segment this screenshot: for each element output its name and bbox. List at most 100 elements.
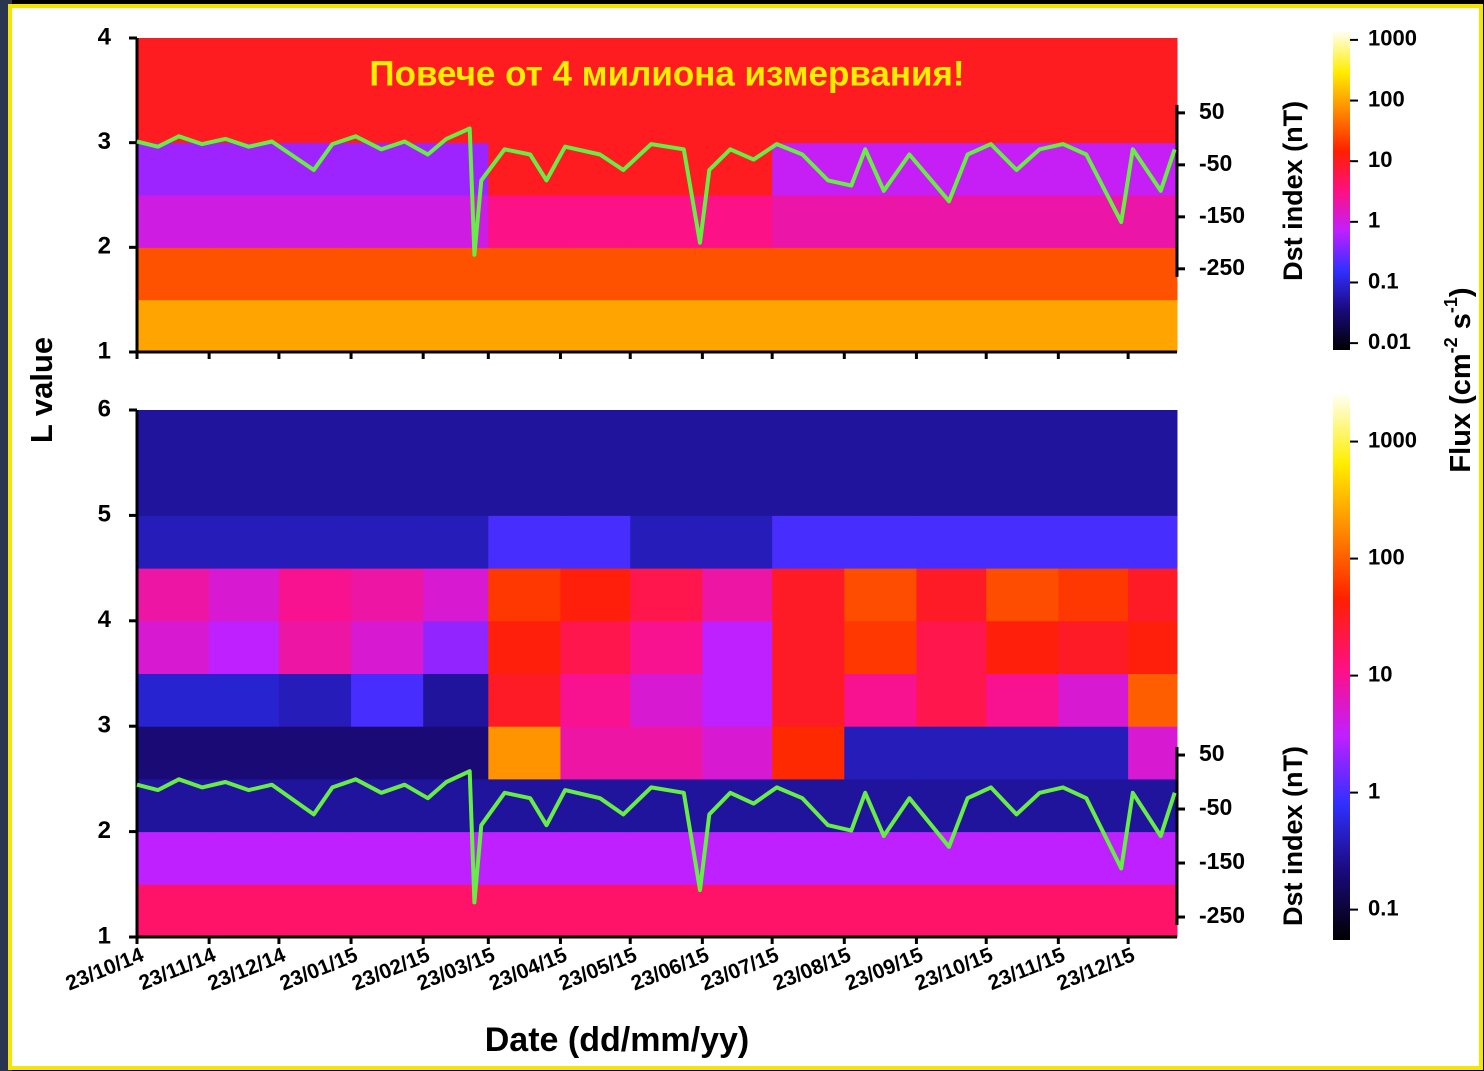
colorbar-label-part: )	[1445, 287, 1477, 297]
heat-cell	[844, 884, 917, 937]
heat-cell	[1128, 195, 1177, 248]
heat-cell	[423, 300, 489, 353]
heat-cell	[209, 300, 279, 353]
colorbar-tick-label: 0.01	[1368, 329, 1411, 354]
heat-cell	[560, 195, 630, 248]
heat-cell	[209, 884, 279, 937]
heat-cell	[560, 515, 630, 568]
heat-cell	[1058, 247, 1128, 300]
heat-cell	[702, 247, 772, 300]
heat-cell	[1128, 568, 1177, 621]
heat-cell	[986, 568, 1059, 621]
heat-cell	[844, 90, 917, 143]
heat-cell	[916, 410, 986, 463]
heat-cell	[279, 410, 352, 463]
heat-cell	[137, 143, 210, 196]
y2-axis-label: Dst index (nT)	[1278, 101, 1308, 281]
heat-cell	[209, 195, 279, 248]
heat-cell	[916, 300, 986, 353]
heat-cell	[423, 463, 489, 516]
heat-cell	[488, 195, 561, 248]
heat-cell	[772, 832, 845, 885]
heat-cell	[209, 90, 279, 143]
heat-cell	[702, 779, 772, 832]
heat-cell	[209, 38, 279, 91]
heat-cell	[137, 621, 210, 674]
heat-cell	[209, 568, 279, 621]
heat-cell	[916, 621, 986, 674]
heat-cell	[351, 90, 424, 143]
heat-cell	[351, 300, 424, 353]
heat-cell	[702, 195, 772, 248]
heat-cell	[986, 38, 1059, 91]
heat-cell	[630, 410, 703, 463]
heat-cell	[772, 143, 845, 196]
colorbar-tick-label: 0.1	[1368, 895, 1399, 920]
heat-cell	[630, 621, 703, 674]
heat-cell	[560, 621, 630, 674]
y2-tick-label: 50	[1199, 740, 1225, 766]
heat-cell	[916, 515, 986, 568]
y-axis-label: L value	[24, 337, 59, 443]
heat-cell	[1128, 463, 1177, 516]
heat-cell	[423, 674, 489, 727]
heat-cell	[279, 621, 352, 674]
heat-cell	[844, 568, 917, 621]
colorbar-label: Flux (cm-2 s-1)	[1441, 287, 1477, 472]
heat-cell	[986, 463, 1059, 516]
colorbar-tick-label: 1000	[1368, 427, 1417, 452]
colorbar	[1333, 395, 1350, 940]
heat-cell	[916, 779, 986, 832]
y2-tick-label: -150	[1199, 202, 1245, 228]
heat-cell	[488, 247, 561, 300]
heat-cell	[137, 832, 210, 885]
heat-cell	[351, 621, 424, 674]
y-tick-label: 3	[98, 712, 111, 739]
heat-cell	[630, 515, 703, 568]
heat-cell	[1128, 410, 1177, 463]
heat-cell	[560, 832, 630, 885]
heat-cell	[560, 779, 630, 832]
heat-cell	[772, 568, 845, 621]
heat-cell	[986, 621, 1059, 674]
y2-tick-label: -50	[1199, 794, 1232, 820]
heat-cell	[351, 832, 424, 885]
heat-cell	[986, 195, 1059, 248]
heat-cell	[279, 38, 352, 91]
heat-cell	[916, 463, 986, 516]
heat-cell	[844, 621, 917, 674]
colorbar-label-part: -2	[1441, 337, 1461, 353]
heat-cell	[137, 38, 210, 91]
heat-cell	[351, 674, 424, 727]
y2-tick-label: 50	[1199, 98, 1225, 124]
heat-cell	[423, 247, 489, 300]
heat-cell	[209, 515, 279, 568]
heat-cell	[1058, 674, 1128, 727]
heat-cell	[630, 726, 703, 779]
heat-cell	[916, 90, 986, 143]
heat-cell	[560, 463, 630, 516]
heat-cell	[209, 247, 279, 300]
heat-cell	[986, 832, 1059, 885]
heat-cell	[560, 884, 630, 937]
colorbar-tick-label: 1000	[1368, 26, 1417, 51]
heat-cell	[488, 463, 561, 516]
heat-cell	[488, 143, 561, 196]
colorbar-tick-label: 1	[1368, 208, 1380, 233]
heat-cell	[1128, 38, 1177, 91]
heat-cell	[279, 300, 352, 353]
heat-cell	[844, 832, 917, 885]
heat-cell	[279, 247, 352, 300]
y-tick-label: 4	[98, 606, 112, 633]
heat-cell	[1128, 90, 1177, 143]
heat-cell	[1058, 300, 1128, 353]
heat-cell	[351, 568, 424, 621]
heat-cell	[279, 832, 352, 885]
annotation: Повече от 4 милиона измервания!	[369, 54, 964, 93]
heat-cell	[772, 463, 845, 516]
heat-cell	[423, 621, 489, 674]
heat-cell	[986, 515, 1059, 568]
heat-cell	[351, 247, 424, 300]
heat-cell	[844, 247, 917, 300]
heat-cell	[351, 410, 424, 463]
